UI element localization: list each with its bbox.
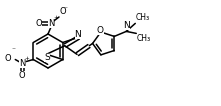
Text: O: O (19, 71, 26, 80)
Text: S: S (44, 53, 50, 62)
Text: O: O (97, 26, 104, 35)
Text: CH₃: CH₃ (136, 34, 151, 43)
Text: O: O (36, 19, 42, 27)
Text: N: N (123, 21, 130, 30)
Text: +: + (53, 15, 58, 20)
Text: O: O (5, 54, 11, 63)
Text: N: N (19, 59, 25, 68)
Text: ⁻: ⁻ (63, 4, 67, 13)
Text: N: N (74, 30, 81, 39)
Text: CH₃: CH₃ (135, 13, 149, 22)
Text: +: + (24, 56, 29, 61)
Text: N: N (48, 19, 54, 27)
Text: O: O (60, 7, 67, 16)
Text: ⁻: ⁻ (11, 45, 15, 54)
